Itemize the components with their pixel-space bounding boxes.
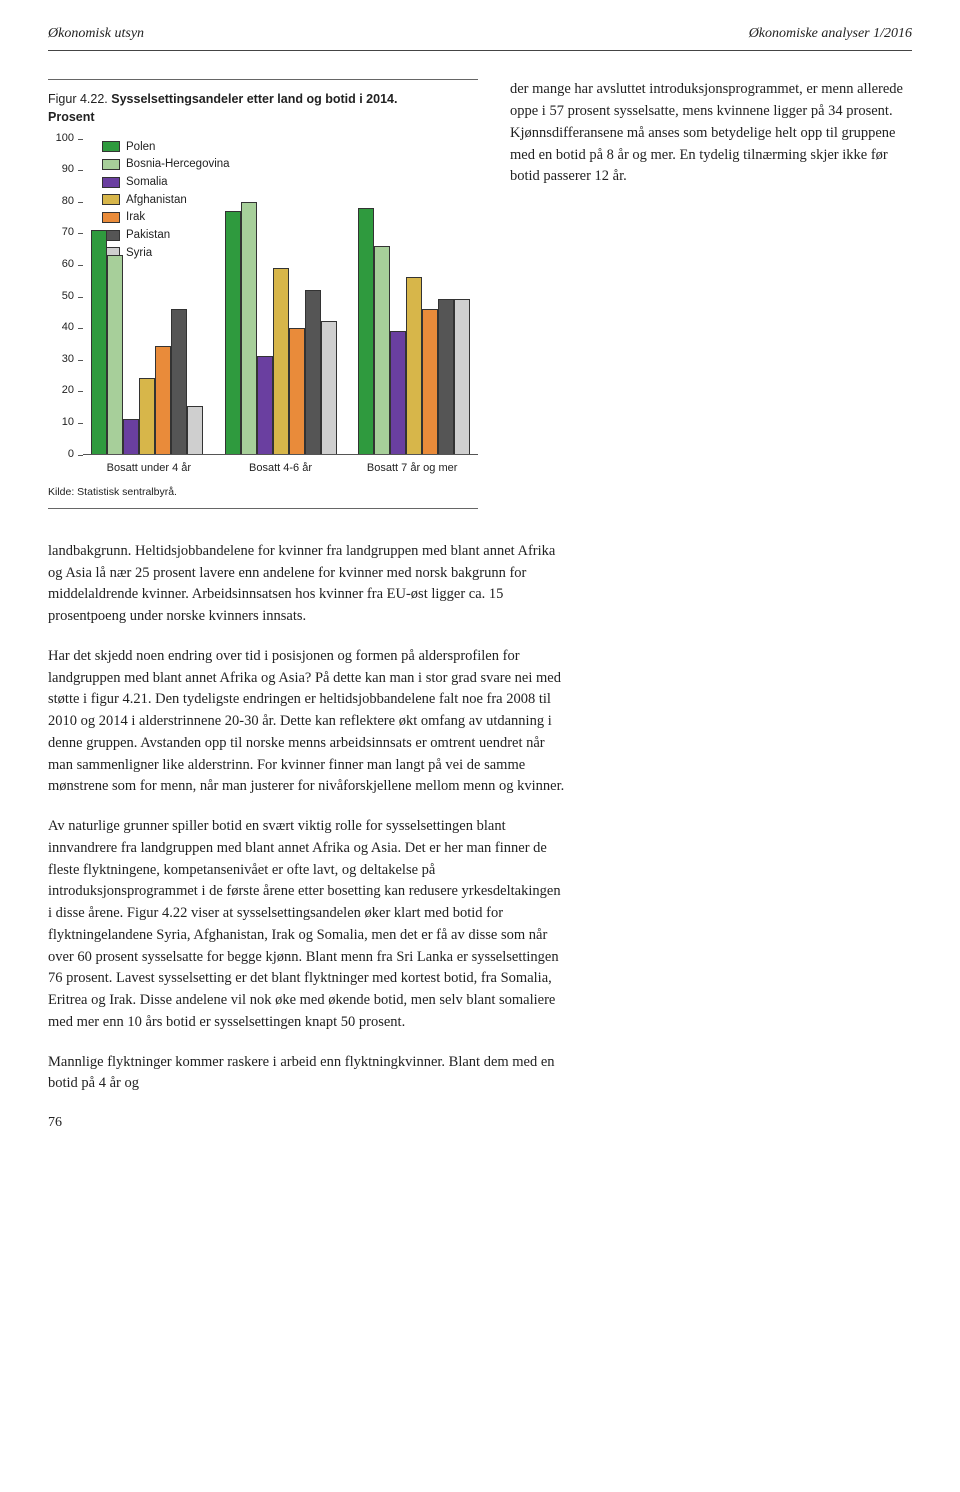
right-paragraph: der mange har avsluttet introduksjonspro… <box>510 79 912 188</box>
bar <box>305 290 321 454</box>
bar <box>187 406 203 453</box>
figure-caption: Figur 4.22. Sysselsettingsandeler etter … <box>48 90 478 126</box>
bar <box>155 346 171 453</box>
body-paragraph: Mannlige flyktninger kommer raskere i ar… <box>48 1052 568 1096</box>
bar <box>438 299 454 453</box>
x-axis-label: Bosatt 4-6 år <box>215 457 347 479</box>
body-paragraph: Av naturlige grunner spiller botid en sv… <box>48 816 568 1034</box>
y-tick-label: 80 <box>62 194 74 210</box>
bar <box>241 202 257 454</box>
bar <box>225 211 241 454</box>
bar <box>273 268 289 454</box>
x-axis-label: Bosatt 7 år og mer <box>346 457 478 479</box>
right-text-column: der mange har avsluttet introduksjonspro… <box>510 79 912 508</box>
y-tick-mark <box>78 455 83 456</box>
body-paragraph: landbakgrunn. Heltidsjobbandelene for kv… <box>48 541 568 628</box>
y-tick-label: 20 <box>62 383 74 399</box>
figure-title: Sysselsettingsandeler etter land og boti… <box>111 92 397 106</box>
bar <box>289 328 305 454</box>
bar <box>171 309 187 454</box>
y-tick-label: 70 <box>62 225 74 241</box>
figure-source: Kilde: Statistisk sentralbyrå. <box>48 485 478 500</box>
y-tick-label: 30 <box>62 352 74 368</box>
bar <box>107 255 123 453</box>
plot-area <box>83 139 478 455</box>
header-right: Økonomiske analyser 1/2016 <box>749 24 912 44</box>
bar-group <box>89 139 205 454</box>
x-axis-label: Bosatt under 4 år <box>83 457 215 479</box>
body-text: landbakgrunn. Heltidsjobbandelene for kv… <box>48 541 568 1095</box>
page-number: 76 <box>48 1113 912 1133</box>
y-tick-label: 60 <box>62 257 74 273</box>
y-axis: 0102030405060708090100 <box>48 139 78 455</box>
figure-number: Figur 4.22. <box>48 92 108 106</box>
figure-4-22: Figur 4.22. Sysselsettingsandeler etter … <box>48 79 478 508</box>
bar <box>454 299 470 453</box>
chart-area: PolenBosnia-HercegovinaSomaliaAfghanista… <box>48 139 478 479</box>
bar <box>358 208 374 454</box>
y-tick-label: 50 <box>62 289 74 305</box>
body-paragraph: Har det skjedd noen endring over tid i p… <box>48 646 568 798</box>
bar <box>139 378 155 454</box>
bar-group <box>223 139 339 454</box>
y-tick-label: 100 <box>56 131 74 147</box>
y-tick-label: 90 <box>62 162 74 178</box>
bar <box>91 230 107 454</box>
bar <box>406 277 422 453</box>
bar <box>374 246 390 454</box>
header-left: Økonomisk utsyn <box>48 24 144 44</box>
bar <box>257 356 273 454</box>
bar-group <box>356 139 472 454</box>
x-axis-labels: Bosatt under 4 årBosatt 4-6 årBosatt 7 å… <box>83 457 478 479</box>
figure-column: Figur 4.22. Sysselsettingsandeler etter … <box>48 79 478 508</box>
y-tick-label: 40 <box>62 320 74 336</box>
top-columns: Figur 4.22. Sysselsettingsandeler etter … <box>48 79 912 508</box>
y-tick-label: 0 <box>68 447 74 463</box>
figure-subtitle: Prosent <box>48 110 95 124</box>
page-header: Økonomisk utsyn Økonomiske analyser 1/20… <box>48 24 912 51</box>
y-tick-label: 10 <box>62 415 74 431</box>
bar <box>123 419 139 454</box>
bar <box>422 309 438 454</box>
bar <box>321 321 337 453</box>
bar <box>390 331 406 454</box>
